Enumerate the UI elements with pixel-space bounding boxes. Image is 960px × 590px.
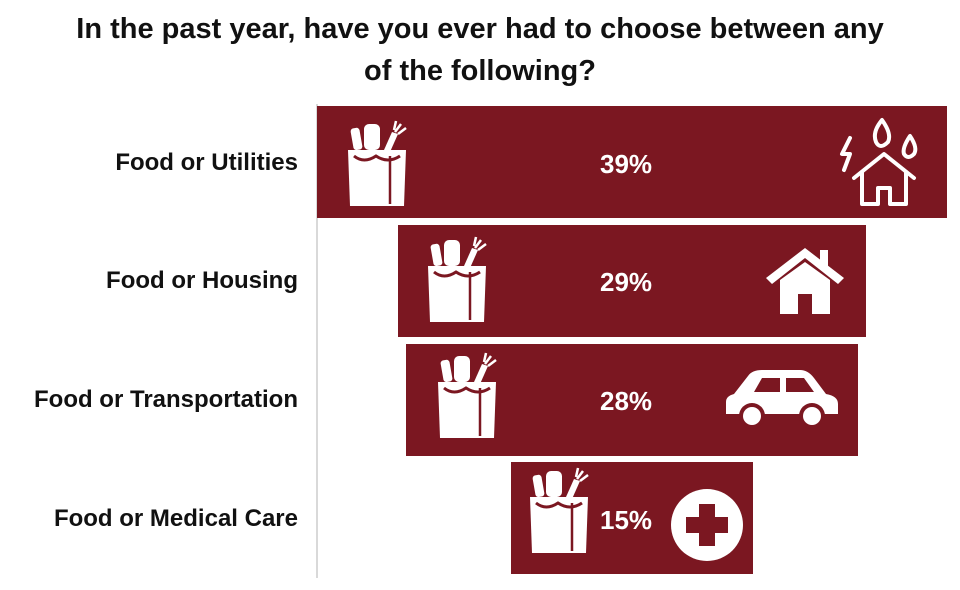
chart-title-line-2: of the following? — [364, 55, 596, 87]
chart-title: In the past year, have you ever had to c… — [0, 8, 960, 92]
house-icon — [766, 248, 844, 314]
value-label-food-or-transportation: 28% — [600, 386, 653, 416]
utilities-house-icon — [840, 118, 918, 206]
grocery-bag-icon — [348, 120, 407, 206]
grocery-bag-icon — [428, 236, 487, 322]
car-icon — [726, 370, 838, 429]
grocery-bag-icon — [438, 352, 497, 438]
medical-cross-icon — [671, 489, 743, 561]
bar-food-or-utilities — [317, 106, 947, 218]
category-label-food-or-utilities: Food or Utilities — [115, 149, 298, 176]
chart-title-line-1: In the past year, have you ever had to c… — [76, 13, 884, 45]
value-label-food-or-medical-care: 15% — [600, 505, 653, 535]
value-label-food-or-utilities: 39% — [600, 149, 653, 179]
grocery-bag-icon — [530, 467, 589, 553]
category-label-food-or-transportation: Food or Transportation — [34, 386, 298, 413]
value-label-food-or-housing: 29% — [600, 267, 653, 297]
category-axis-line — [316, 104, 318, 578]
category-label-food-or-medical-care: Food or Medical Care — [53, 505, 298, 532]
category-label-food-or-housing: Food or Housing — [106, 267, 298, 294]
